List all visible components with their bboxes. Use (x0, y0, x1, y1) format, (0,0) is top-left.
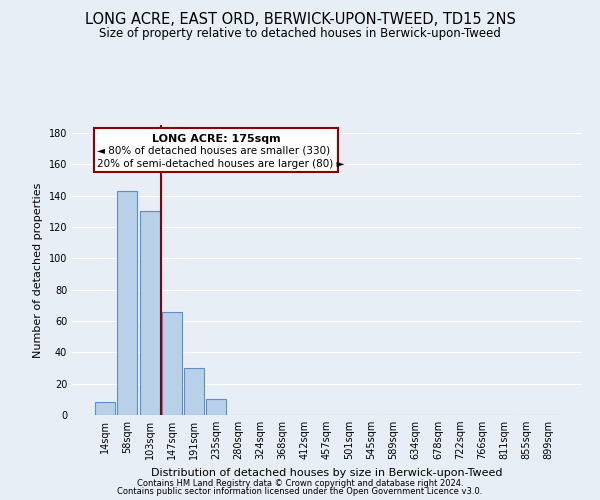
Bar (95, 402, 115, 415)
Bar (140, 211, 160, 415)
Bar (162, 312, 182, 415)
Text: ◄ 80% of detached houses are smaller (330): ◄ 80% of detached houses are smaller (33… (97, 146, 331, 156)
Bar (206, 400, 226, 415)
Text: LONG ACRE: 175sqm: LONG ACRE: 175sqm (152, 134, 280, 144)
Text: Contains HM Land Registry data © Crown copyright and database right 2024.: Contains HM Land Registry data © Crown c… (137, 478, 463, 488)
Text: LONG ACRE, EAST ORD, BERWICK-UPON-TWEED, TD15 2NS: LONG ACRE, EAST ORD, BERWICK-UPON-TWEED,… (85, 12, 515, 28)
Text: Contains public sector information licensed under the Open Government Licence v3: Contains public sector information licen… (118, 487, 482, 496)
Bar (184, 368, 204, 415)
Bar (118, 191, 137, 415)
Text: Size of property relative to detached houses in Berwick-upon-Tweed: Size of property relative to detached ho… (99, 28, 501, 40)
X-axis label: Distribution of detached houses by size in Berwick-upon-Tweed: Distribution of detached houses by size … (151, 468, 503, 477)
FancyBboxPatch shape (94, 128, 338, 172)
Text: 20% of semi-detached houses are larger (80) ►: 20% of semi-detached houses are larger (… (97, 160, 345, 170)
Y-axis label: Number of detached properties: Number of detached properties (33, 182, 43, 358)
